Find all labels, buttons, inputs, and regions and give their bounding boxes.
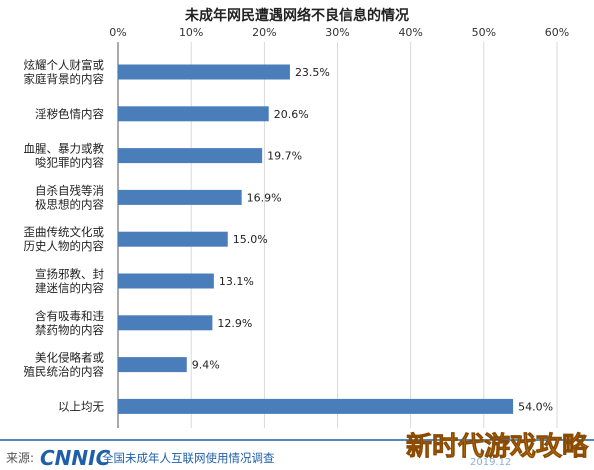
x-tick-label: 0% xyxy=(109,26,126,39)
bar xyxy=(118,357,187,373)
category-label: 以上均无 xyxy=(58,399,104,413)
data-label: 23.5% xyxy=(295,66,330,79)
data-label: 12.9% xyxy=(217,317,252,330)
footer-date: 2019.12 xyxy=(470,457,511,468)
watermark-overlay: 新时代游戏攻略 xyxy=(406,431,589,462)
category-label: 歪曲传统文化或 xyxy=(24,225,105,239)
x-tick-label: 40% xyxy=(398,26,422,39)
category-label: 炫耀个人财富或 xyxy=(24,58,105,72)
cnnic-logo: CNNIC xyxy=(40,446,111,470)
bars xyxy=(118,64,514,414)
category-label: 建迷信的内容 xyxy=(35,281,104,295)
data-label: 9.4% xyxy=(192,359,220,372)
bar xyxy=(118,273,214,289)
data-label: 16.9% xyxy=(247,191,282,204)
x-tick-label: 60% xyxy=(545,26,569,39)
bar xyxy=(118,106,269,122)
x-axis-ticks: 0% 10% 20% 30% 40% 50% 60% xyxy=(109,26,569,39)
category-label: 美化侵略者或 xyxy=(35,351,104,365)
bar xyxy=(118,231,228,247)
bar xyxy=(118,148,263,164)
data-label: 19.7% xyxy=(267,150,302,163)
category-label: 血腥、暴力或教 xyxy=(24,142,105,156)
category-label: 自杀自残等消 xyxy=(35,183,104,197)
category-label: 淫秽色情内容 xyxy=(35,107,104,121)
x-tick-label: 20% xyxy=(252,26,276,39)
data-label: 54.0% xyxy=(518,400,553,413)
bar xyxy=(118,315,213,331)
bar xyxy=(118,398,514,414)
category-label: 家庭背景的内容 xyxy=(24,72,105,86)
category-label: 殖民统治的内容 xyxy=(24,365,105,379)
category-label: 唆犯罪的内容 xyxy=(35,156,104,170)
data-label: 15.0% xyxy=(233,233,268,246)
footer-source-label: 来源: xyxy=(6,451,34,465)
x-tick-label: 30% xyxy=(325,26,349,39)
data-label: 13.1% xyxy=(219,275,254,288)
x-tick-label: 50% xyxy=(472,26,496,39)
category-label: 禁药物的内容 xyxy=(35,323,104,337)
bar xyxy=(118,64,290,80)
category-label: 含有吸毒和违 xyxy=(35,309,104,323)
category-label: 极思想的内容 xyxy=(35,197,104,211)
chart-title: 未成年网民遭遇网络不良信息的情况 xyxy=(185,7,409,24)
data-labels: 23.5% 20.6% 19.7% 16.9% 15.0% 13.1% 12.9% 9.4% 5… xyxy=(192,66,553,413)
footer-report-name: 全国未成年人互联网使用情况调查 xyxy=(102,451,275,465)
bar xyxy=(118,189,242,205)
x-tick-label: 10% xyxy=(179,26,203,39)
category-label: 宣扬邪教、封 xyxy=(35,267,104,281)
data-label: 20.6% xyxy=(274,108,309,121)
category-labels: 炫耀个人财富或家庭背景的内容淫秽色情内容血腥、暴力或教唆犯罪的内容自杀自残等消极… xyxy=(24,58,105,413)
category-label: 历史人物的内容 xyxy=(24,239,105,253)
